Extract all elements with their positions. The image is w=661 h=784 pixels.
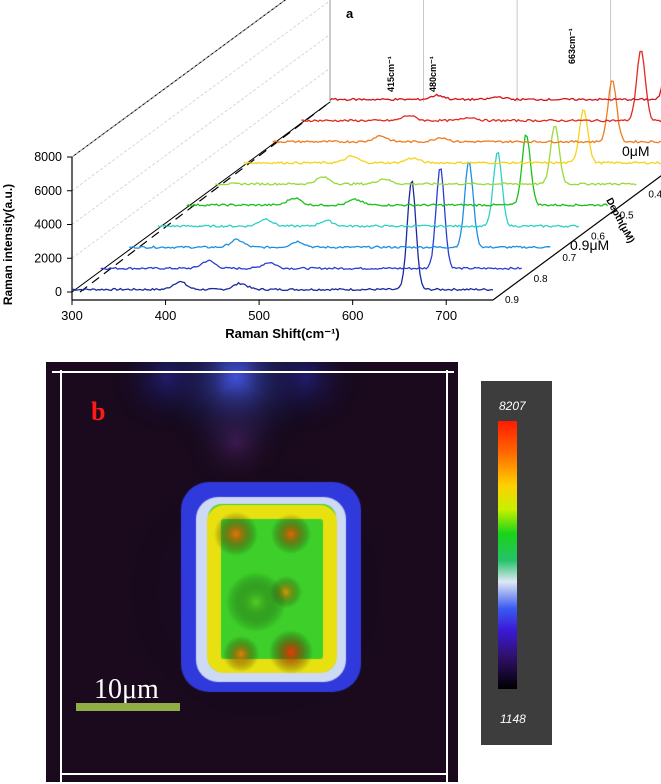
spectrum-line-3: [243, 109, 661, 165]
frame-bottom: [60, 773, 448, 775]
y-tick-label-0: 0: [55, 285, 62, 299]
scale-bar: [76, 703, 180, 711]
depth-tick-label-9: 0.9: [505, 295, 519, 306]
raman-intensity-map: [46, 362, 458, 782]
side-grid-y-4: [71, 0, 286, 158]
side-label-bottom: 0.9μM: [570, 237, 609, 253]
colorbar-min-label: 1148: [500, 712, 526, 726]
spectrum-line-1: [301, 50, 661, 123]
colorbar: [498, 421, 517, 689]
panel-a: 300400500600700020004000600080000.00.10.…: [0, 0, 661, 345]
panel-b-label: b: [91, 397, 106, 426]
side-label-top: 0μM: [622, 143, 650, 159]
annotation-0: 415cm⁻¹: [386, 56, 396, 92]
spectrum-line-8: [100, 168, 523, 271]
depth-axis: [492, 175, 661, 301]
colorbar-panel: 8207 1148: [481, 381, 552, 745]
spectrum-line-4: [215, 125, 637, 186]
spectrum-line-6: [157, 151, 580, 228]
x-tick-label-2: 500: [248, 308, 270, 323]
x-tick-label-4: 700: [435, 308, 457, 323]
depth-tick-label-4: 0.4: [648, 189, 661, 200]
colorbar-max-label: 8207: [499, 399, 526, 413]
x-axis-label: Raman Shift(cm⁻¹): [225, 326, 339, 341]
frame-right: [446, 370, 448, 782]
side-grid-y-3: [71, 0, 331, 192]
frame-top: [52, 371, 454, 373]
scale-bar-label: 10μm: [94, 674, 159, 705]
x-tick-label-0: 300: [61, 308, 83, 323]
spectrum-line-7: [129, 161, 551, 250]
y-tick-label-1: 2000: [34, 251, 62, 265]
annotation-1: 480cm⁻¹: [428, 56, 438, 92]
spectrum-line-9: [71, 180, 494, 292]
panel-a-label: a: [346, 6, 354, 21]
y-tick-label-3: 6000: [34, 184, 62, 198]
spectrum-line-0: [329, 85, 661, 102]
annotation-2: 663cm⁻¹: [567, 28, 577, 64]
depth-tick-label-5: 0.5: [620, 211, 634, 222]
y-axis-label: Raman intensity(a.u.): [1, 184, 15, 305]
x-tick-label-3: 600: [342, 308, 364, 323]
left-wall: [71, 0, 331, 293]
depth-tick-label-8: 0.8: [534, 274, 548, 285]
side-grid-y-2: [71, 34, 331, 225]
spectrum-line-5: [186, 133, 609, 207]
depth-tick-label-7: 0.7: [562, 253, 576, 264]
side-grid-y-1: [71, 67, 331, 259]
x-tick-label-1: 400: [155, 308, 177, 323]
depth-tick-label-6: 0.6: [591, 232, 605, 243]
panel-b: b 10μm: [46, 362, 458, 782]
frame-left: [60, 370, 62, 782]
raman-3d-plot: 300400500600700020004000600080000.00.10.…: [1, 0, 661, 341]
y-tick-label-2: 4000: [34, 218, 62, 232]
floor-dashed-line: [79, 101, 331, 293]
y-tick-label-4: 8000: [34, 150, 62, 164]
spectrum-line-2: [272, 80, 661, 144]
